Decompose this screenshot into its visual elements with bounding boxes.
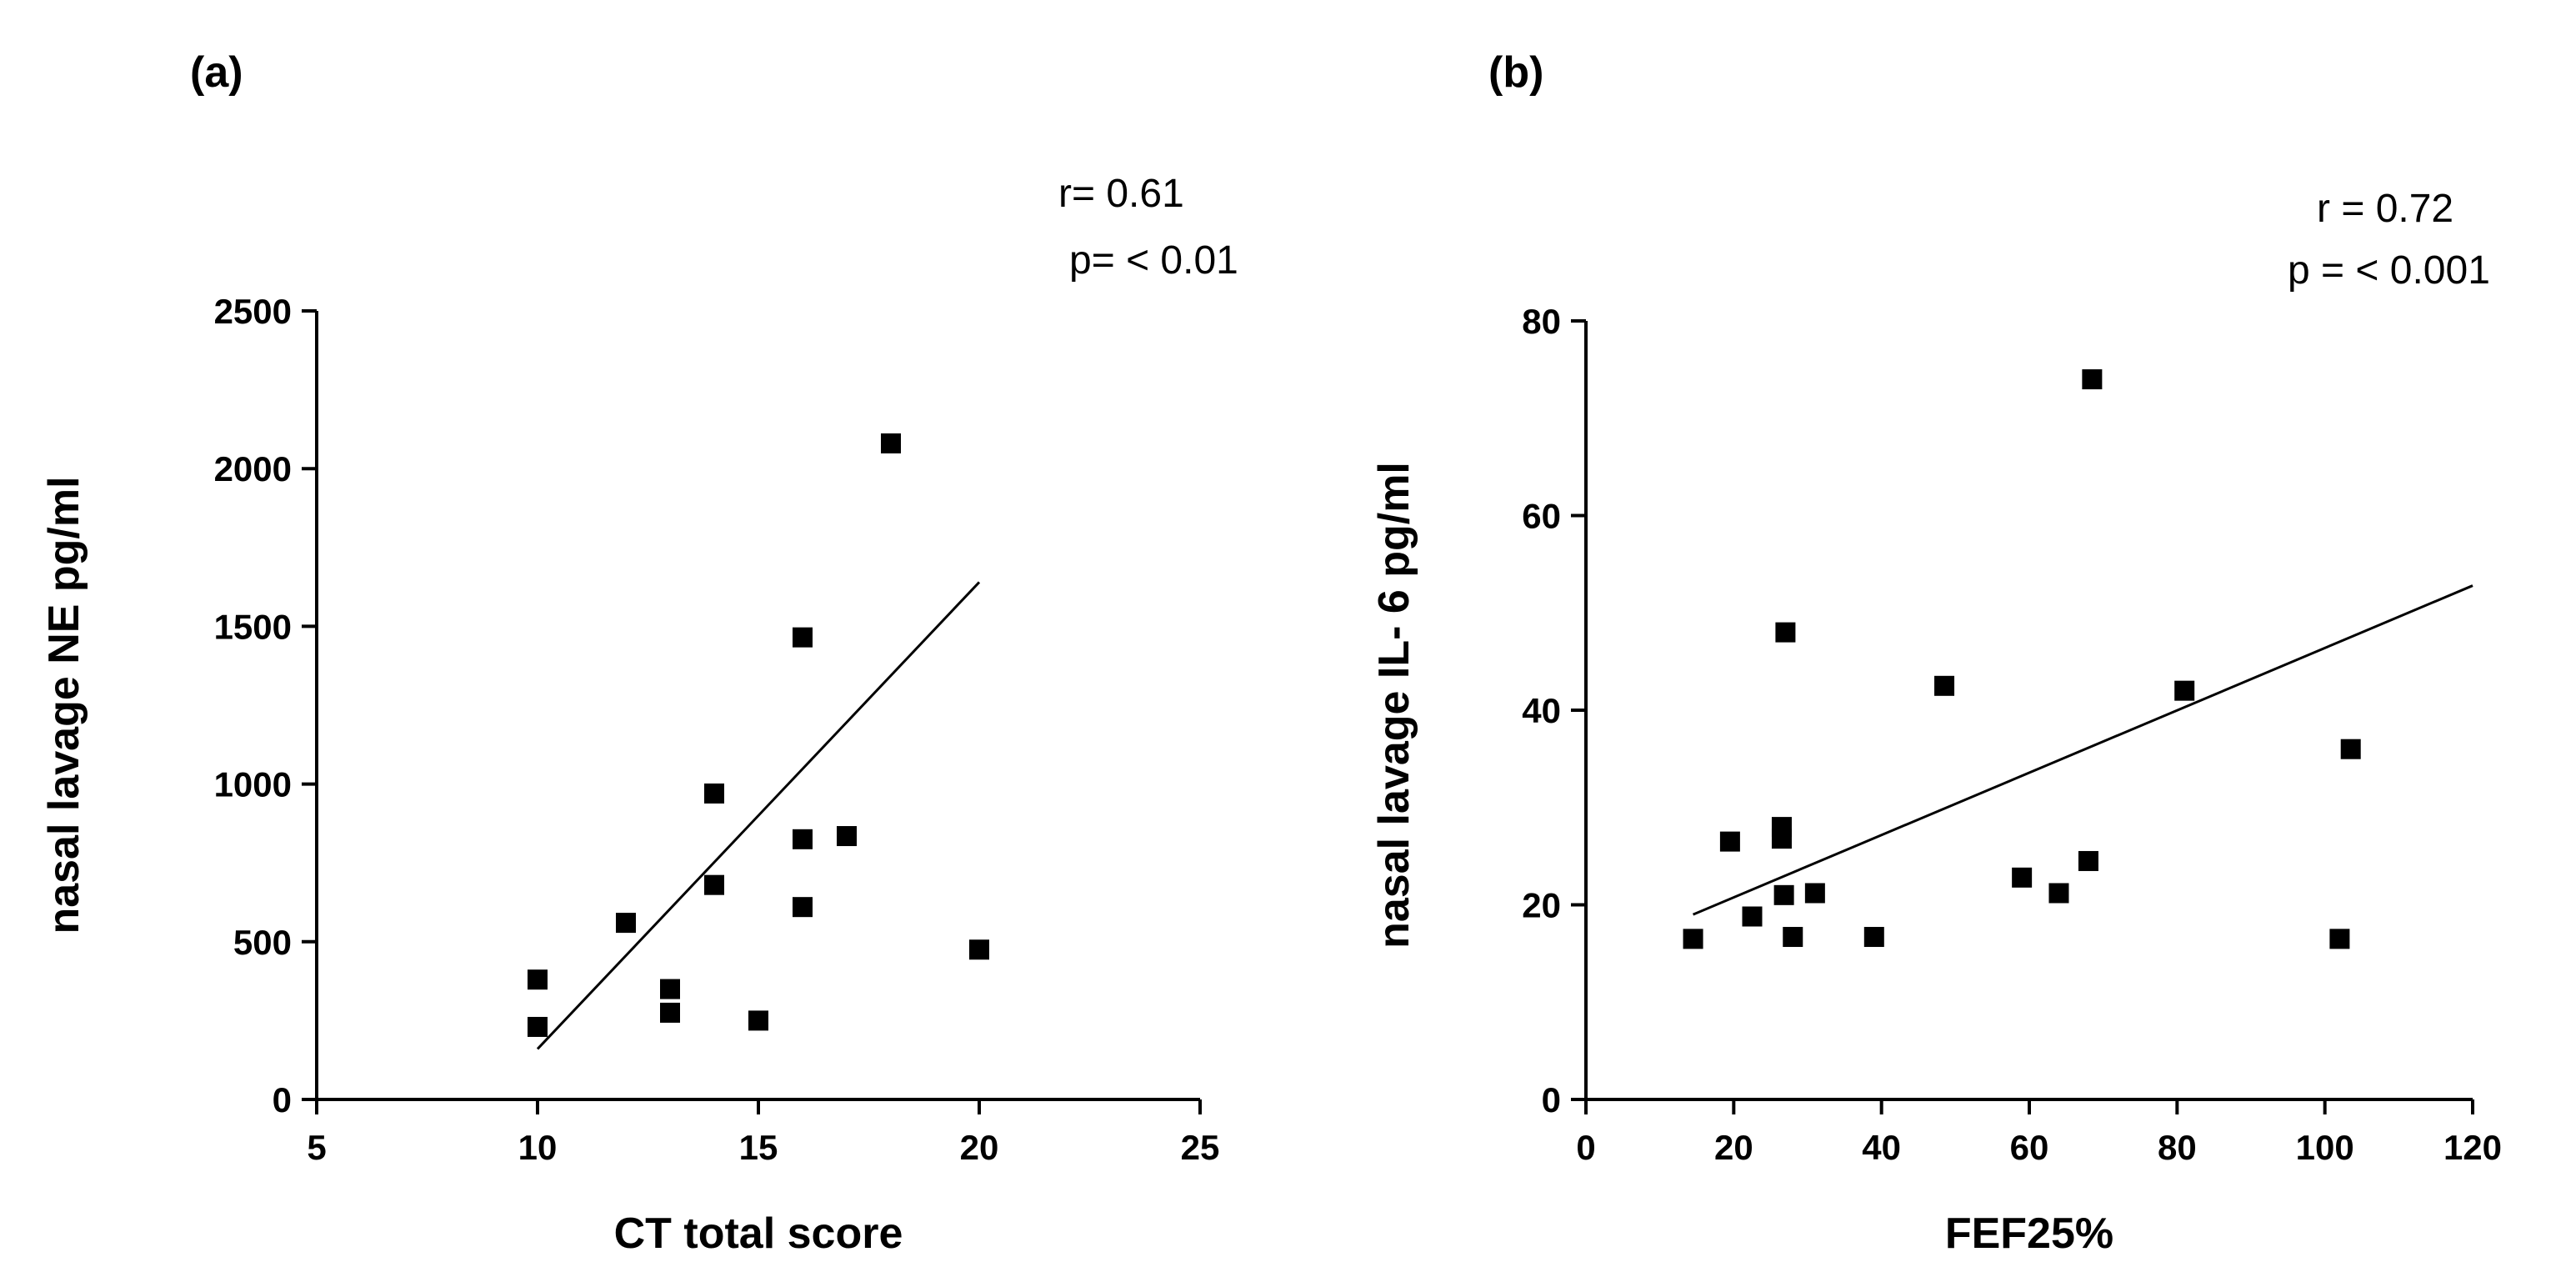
y-tick-label: 1500 (214, 607, 292, 646)
data-point (837, 826, 857, 847)
x-tick-label: 5 (307, 1128, 326, 1167)
y-tick-label: 0 (273, 1080, 292, 1119)
data-point (2174, 680, 2195, 701)
data-point (748, 1010, 768, 1031)
data-point (793, 627, 813, 648)
y-axis-title: nasal lavage IL- 6 pg/ml (1370, 462, 1418, 949)
data-point (660, 979, 680, 999)
panel-b: (b) r = 0.72 p = < 0.001 0 20 40 60 80 0 20 40 6… (1370, 48, 2502, 1258)
data-point (793, 897, 813, 918)
x-tick-label: 80 (2158, 1128, 2197, 1167)
panel-label: (a) (190, 48, 243, 97)
data-point (704, 783, 724, 804)
tick-group: 0 20 40 60 80 0 20 40 60 80 100 120 (1522, 302, 2502, 1167)
y-tick-label: 40 (1522, 691, 1561, 730)
data-point (660, 1002, 680, 1023)
x-tick-label: 120 (2443, 1128, 2502, 1167)
data-point (2078, 850, 2098, 871)
y-tick-label: 20 (1522, 886, 1561, 925)
x-tick-label: 20 (1714, 1128, 1753, 1167)
tick-group: 0 500 1000 1500 2000 2500 5 10 15 20 25 (214, 292, 1220, 1167)
x-tick-label: 0 (1576, 1128, 1595, 1167)
data-point (881, 433, 901, 453)
data-point (1771, 829, 1792, 849)
data-point (1863, 927, 1884, 948)
y-tick-label: 500 (233, 923, 292, 962)
data-point (969, 939, 989, 960)
data-point (1804, 883, 1825, 904)
data-point (2012, 867, 2033, 888)
panel-a: (a) r= 0.61 p= < 0.01 0 500 1000 1500 2000 25… (40, 48, 1238, 1258)
data-group (1683, 369, 2473, 949)
y-tick-label: 2000 (214, 449, 292, 488)
r-value: r= 0.61 (1058, 172, 1184, 216)
data-point (1775, 622, 1796, 643)
data-group (528, 433, 989, 1050)
p-value: p= < 0.01 (1069, 238, 1238, 283)
data-point (2329, 929, 2350, 949)
y-tick-label: 1000 (214, 765, 292, 804)
data-point (1773, 884, 1794, 905)
x-tick-label: 15 (739, 1128, 778, 1167)
data-point (704, 874, 724, 895)
x-axis-title: FEF25% (1945, 1209, 2113, 1258)
data-point (793, 829, 813, 849)
regression-line (1692, 584, 2473, 916)
x-tick-label: 20 (960, 1128, 999, 1167)
data-point (1683, 929, 1703, 949)
x-tick-label: 10 (518, 1128, 558, 1167)
data-point (528, 969, 548, 990)
x-tick-label: 60 (2010, 1128, 2049, 1167)
data-point (1742, 906, 1763, 927)
data-point (1783, 927, 1803, 948)
data-point (616, 913, 636, 934)
data-point (1934, 675, 1955, 696)
r-value: r = 0.72 (2317, 187, 2453, 231)
p-value: p = < 0.001 (2288, 248, 2490, 293)
x-tick-label: 40 (1862, 1128, 1901, 1167)
y-tick-label: 80 (1522, 302, 1561, 341)
data-point (2340, 739, 2361, 759)
data-point (528, 1016, 548, 1037)
y-tick-label: 60 (1522, 497, 1561, 536)
data-point (1719, 831, 1740, 852)
data-point (2082, 369, 2103, 390)
x-axis-title: CT total score (614, 1209, 903, 1258)
y-tick-label: 2500 (214, 292, 292, 331)
y-tick-label: 0 (1542, 1080, 1561, 1119)
regression-line (536, 581, 981, 1050)
x-tick-label: 100 (2296, 1128, 2354, 1167)
y-axis-title: nasal lavage NE pg/ml (40, 476, 88, 934)
panel-label: (b) (1488, 48, 1543, 97)
x-tick-label: 25 (1181, 1128, 1220, 1167)
data-point (2048, 883, 2069, 904)
